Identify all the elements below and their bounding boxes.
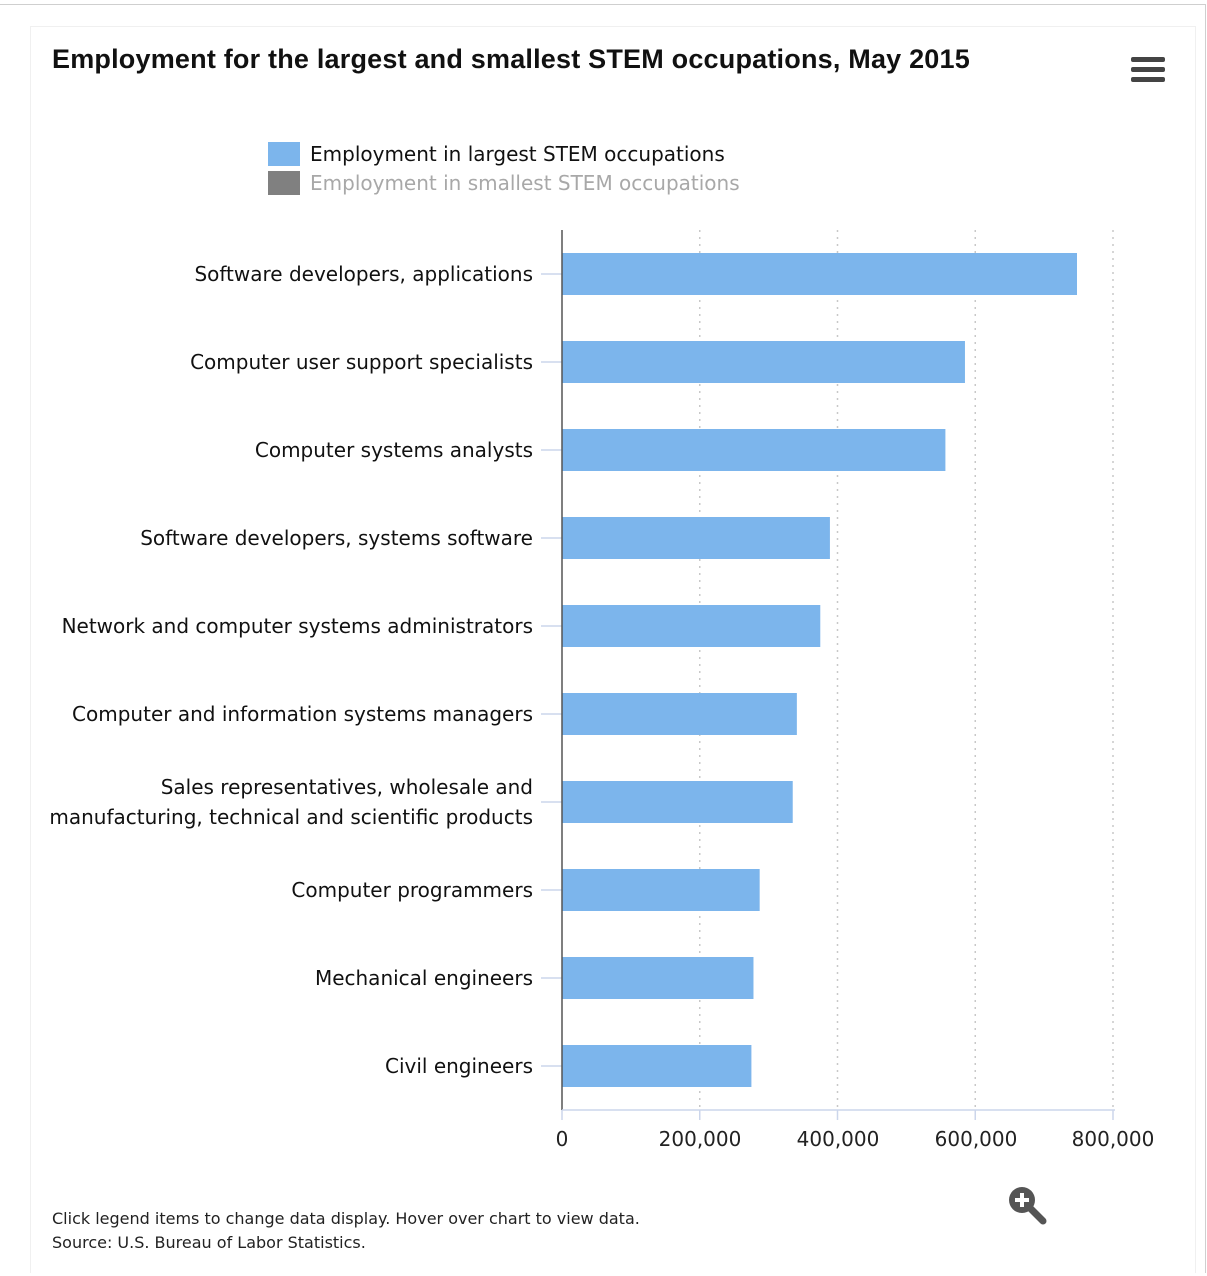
category-label-line: Civil engineers: [385, 1054, 533, 1078]
category-label-line: Computer and information systems manager…: [72, 702, 533, 726]
chart-instructions: Click legend items to change data displa…: [52, 1209, 640, 1228]
menu-bar: [1131, 67, 1165, 72]
category-label-line: manufacturing, technical and scientific …: [49, 805, 533, 829]
category-label: Mechanical engineers: [315, 963, 533, 993]
menu-bar: [1131, 57, 1165, 62]
bar[interactable]: [562, 957, 754, 999]
legend-swatch-largest: [268, 142, 300, 166]
legend-swatch-smallest: [268, 171, 300, 195]
bar[interactable]: [562, 341, 965, 383]
category-label-line: Computer user support specialists: [190, 350, 533, 374]
category-label: Software developers, applications: [194, 259, 533, 289]
category-label-line: Mechanical engineers: [314, 966, 533, 990]
legend-item-smallest[interactable]: Employment in smallest STEM occupations: [268, 171, 740, 195]
category-label-line: Computer programmers: [291, 878, 533, 902]
category-label: Sales representatives, wholesale and manu…: [49, 772, 533, 832]
category-label: Computer and information systems manager…: [72, 699, 533, 729]
category-label: Civil engineers: [385, 1051, 533, 1081]
x-tick-label: 400,000: [796, 1127, 880, 1151]
bar[interactable]: [562, 781, 793, 823]
category-label-line: Network and computer systems administrat…: [61, 614, 533, 638]
chart-container: [30, 26, 1196, 1273]
bar[interactable]: [562, 693, 797, 735]
bar[interactable]: [562, 429, 946, 471]
zoom-in-icon[interactable]: [1006, 1184, 1048, 1226]
bar[interactable]: [562, 1045, 752, 1087]
hamburger-menu-icon[interactable]: [1131, 57, 1167, 87]
x-tick-label: 600,000: [934, 1127, 1018, 1151]
category-label-line: Software developers, applications: [194, 262, 533, 286]
menu-bar: [1131, 77, 1165, 82]
category-label-line: Computer systems analysts: [254, 438, 533, 462]
category-label: Computer user support specialists: [190, 347, 533, 377]
bar[interactable]: [562, 605, 821, 647]
bar[interactable]: [562, 869, 760, 911]
category-label: Computer programmers: [291, 875, 533, 905]
legend-label-largest: Employment in largest STEM occupations: [310, 142, 725, 166]
legend-label-smallest: Employment in smallest STEM occupations: [310, 171, 740, 195]
chart-source: Source: U.S. Bureau of Labor Statistics.: [52, 1233, 366, 1252]
category-label: Network and computer systems administrat…: [62, 611, 533, 641]
category-label-line: Software developers, systems software: [140, 526, 533, 550]
x-tick-label: 200,000: [658, 1127, 742, 1151]
bar[interactable]: [562, 517, 830, 559]
x-tick-label: 800,000: [1071, 1127, 1155, 1151]
x-tick-label: 0: [555, 1127, 569, 1151]
bar[interactable]: [562, 253, 1077, 295]
category-label: Computer systems analysts: [255, 435, 533, 465]
chart-title: Employment for the largest and smallest …: [52, 44, 970, 74]
chart-frame: [0, 4, 1206, 1273]
legend-item-largest[interactable]: Employment in largest STEM occupations: [268, 142, 725, 166]
category-label-line: Sales representatives, wholesale and: [160, 775, 533, 799]
category-label: Software developers, systems software: [140, 523, 533, 553]
